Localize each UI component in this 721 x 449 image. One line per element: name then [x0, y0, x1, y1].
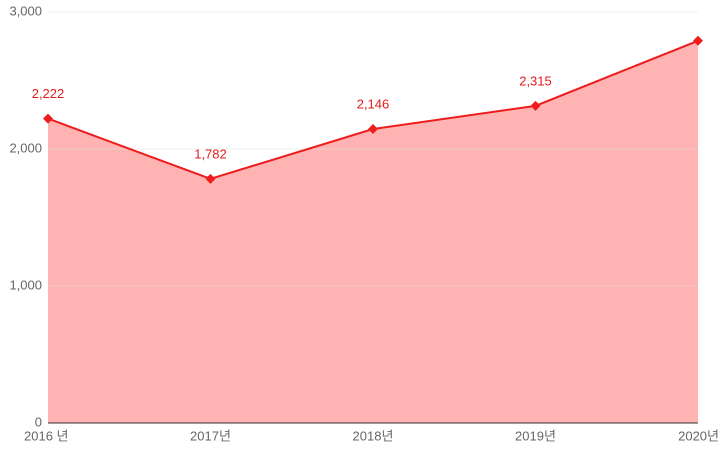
y-tick-label: 1,000 [9, 277, 42, 292]
data-label: 1,782 [194, 146, 227, 161]
data-label: 2,315 [519, 73, 552, 88]
y-tick-label: 2,000 [9, 140, 42, 155]
marker [368, 123, 378, 134]
marker [43, 113, 53, 124]
y-tick-label: 3,000 [9, 3, 42, 18]
marker [693, 35, 703, 46]
x-tick-label: 2017년 [190, 428, 231, 443]
marker [205, 173, 216, 184]
x-tick-label: 2019년 [515, 428, 556, 443]
x-tick-label: 2016 년 [24, 428, 69, 443]
y-tick-label: 0 [35, 414, 42, 429]
area [48, 40, 698, 424]
marker [530, 100, 541, 111]
data-label: 2,146 [357, 96, 390, 111]
x-tick-label: 2020년 [678, 428, 719, 443]
data-label: 2,222 [32, 86, 65, 101]
x-tick-label: 2018년 [353, 428, 394, 443]
